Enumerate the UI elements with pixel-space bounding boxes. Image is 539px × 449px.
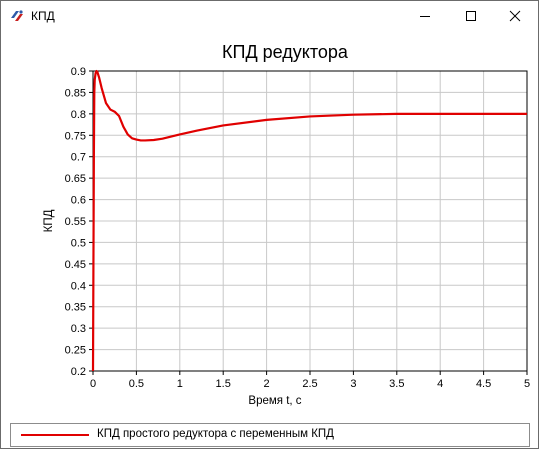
y-tick-label: 0.25 — [65, 345, 86, 357]
x-tick-label: 0 — [90, 378, 96, 390]
maximize-icon — [466, 11, 476, 21]
x-axis-label: Время t, с — [248, 395, 301, 407]
y-tick-label: 0.45 — [65, 259, 86, 271]
close-button[interactable] — [492, 1, 538, 31]
y-tick-label: 0.3 — [71, 323, 86, 335]
chart-area: 0 0.5 1 1.5 2 2.5 3 3.5 4 4.5 5 0.2 0.25 0.3 0.35 0.4 0.… — [1, 31, 538, 419]
legend-series-swatch — [21, 434, 89, 436]
y-tick-label: 0.75 — [65, 130, 86, 142]
y-tick-label: 0.5 — [71, 237, 86, 249]
line-chart: 0 0.5 1 1.5 2 2.5 3 3.5 4 4.5 5 0.2 0.25 0.3 0.35 0.4 0.… — [43, 42, 530, 407]
window-title: КПД — [31, 9, 55, 23]
x-tick-label: 2 — [264, 378, 270, 390]
y-tick-label: 0.6 — [71, 195, 86, 207]
legend-series-label: КПД простого редуктора с переменным КПД — [97, 428, 334, 440]
y-tick-label: 0.65 — [65, 173, 86, 185]
x-tick-label: 2.5 — [302, 378, 317, 390]
minimize-icon — [420, 16, 430, 17]
x-tick-label: 0.5 — [129, 378, 144, 390]
x-tick-label: 3.5 — [389, 378, 404, 390]
y-axis-label: КПД — [43, 209, 55, 232]
y-tick-label: 0.4 — [71, 280, 86, 292]
y-tick-label: 0.9 — [71, 66, 86, 78]
series-line — [91, 69, 527, 372]
y-tick-label: 0.55 — [65, 216, 86, 228]
x-tick-label: 5 — [524, 378, 530, 390]
maximize-button[interactable] — [448, 1, 494, 31]
title-bar[interactable]: КПД — [1, 1, 538, 31]
y-tick-label: 0.85 — [65, 87, 86, 99]
app-logo-icon — [11, 10, 23, 21]
y-tick-label: 0.2 — [71, 366, 86, 378]
chart-title: КПД редуктора — [222, 42, 349, 62]
x-tick-label: 3 — [350, 378, 356, 390]
x-tick-label: 4.5 — [476, 378, 491, 390]
y-tick-label: 0.8 — [71, 109, 86, 121]
y-tick-label: 0.35 — [65, 302, 86, 314]
x-tick-label: 1 — [177, 378, 183, 390]
minimize-button[interactable] — [402, 1, 448, 31]
y-tick-label: 0.7 — [71, 152, 86, 164]
legend: КПД простого редуктора с переменным КПД — [10, 423, 530, 447]
x-tick-label: 4 — [437, 378, 443, 390]
x-tick-label: 1.5 — [216, 378, 231, 390]
close-icon — [509, 10, 521, 22]
